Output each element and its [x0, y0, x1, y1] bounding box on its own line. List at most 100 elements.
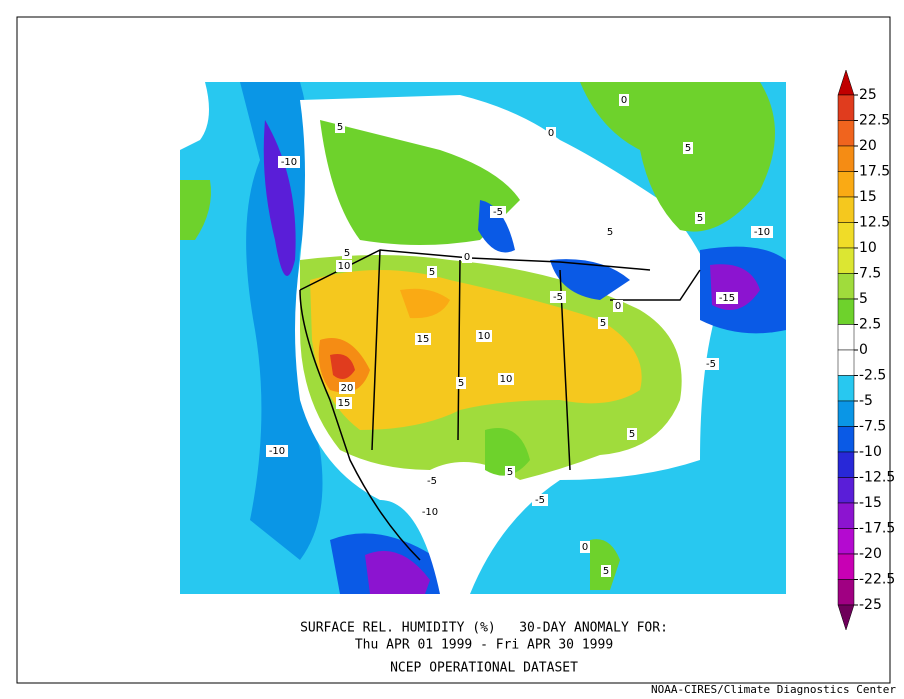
colorbar-label: -12.5	[859, 470, 895, 486]
contour-label: 0	[464, 252, 470, 263]
contour-label: -5	[553, 292, 563, 303]
contour-label-bg	[695, 212, 705, 224]
contour-label: 10	[500, 374, 513, 385]
region	[240, 82, 323, 560]
colorbar-label: 15	[859, 189, 877, 205]
colorbar-label: 0	[859, 342, 868, 358]
contour-label-bg	[335, 121, 345, 133]
contour-label: 5	[629, 429, 635, 440]
colorbar-band	[837, 349, 855, 376]
colorbar-band	[837, 222, 855, 249]
contour-label-bg	[462, 251, 472, 263]
contour-label-bg	[605, 226, 615, 238]
contour-label: 5	[507, 467, 513, 478]
colorbar-label: 2.5	[859, 317, 881, 333]
contour-label: -10	[281, 157, 297, 168]
colorbar-band	[837, 375, 855, 402]
contour-label: 20	[341, 383, 354, 394]
colorbar-band	[837, 477, 855, 504]
colorbar-label: -22.5	[859, 572, 895, 588]
contour-label-bg	[336, 260, 352, 272]
contour-label: 5	[603, 566, 609, 577]
contour-label: 5	[344, 248, 350, 259]
contour-label-bg	[580, 541, 590, 553]
contour-label-bg	[613, 300, 623, 312]
contour-label: 0	[582, 542, 588, 553]
contour-label-bg	[683, 142, 693, 154]
contour-label: -5	[535, 495, 545, 506]
contour-label-bg	[550, 291, 566, 303]
contour-label-bg	[336, 397, 352, 409]
contour-label: -5	[493, 207, 503, 218]
contour-label-bg	[456, 377, 466, 389]
colorbar-label: 25	[859, 87, 877, 103]
colorbar-band	[837, 553, 855, 580]
colorbar-band	[837, 579, 855, 606]
colorbar-band	[837, 400, 855, 427]
region	[580, 82, 775, 232]
colorbar-band	[837, 426, 855, 453]
contour-label-bg	[490, 206, 506, 218]
colorbar-band	[837, 502, 855, 529]
contour-label-bg	[278, 156, 300, 168]
contour-label-bg	[266, 445, 288, 457]
contour-label-bg	[627, 428, 637, 440]
region	[180, 180, 211, 240]
colorbar-band	[837, 247, 855, 274]
region	[320, 120, 520, 245]
colorbar-label: 7.5	[859, 266, 881, 282]
colorbar-band	[837, 273, 855, 300]
colorbar-band	[837, 145, 855, 172]
contour-label: 10	[338, 261, 351, 272]
colorbar-label: -7.5	[859, 419, 886, 435]
region	[330, 354, 355, 379]
frame	[16, 16, 891, 684]
contour-label-bg	[498, 373, 514, 385]
colorbar-band	[837, 120, 855, 147]
contour-label: -10	[422, 507, 438, 518]
region	[550, 259, 630, 300]
colorbar-label: 5	[859, 291, 868, 307]
colorbar-end	[837, 604, 855, 631]
contour-label-bg	[751, 226, 773, 238]
colorbar-label: 10	[859, 240, 877, 256]
colorbar-label: -25	[859, 597, 882, 613]
contour-label: -10	[269, 446, 285, 457]
colorbar-label: 20	[859, 138, 877, 154]
contour-label-bg	[598, 317, 608, 329]
contour-label-bg	[476, 330, 492, 342]
colorbar-label: -2.5	[859, 368, 886, 384]
region	[263, 120, 296, 276]
contour-label: 5	[429, 267, 435, 278]
colorbar-band	[837, 171, 855, 198]
colorbar-label: -15	[859, 495, 882, 511]
contour-label: 5	[600, 318, 606, 329]
colorbar-label: -17.5	[859, 521, 895, 537]
contour-label: 0	[621, 95, 627, 106]
colorbar-band	[837, 196, 855, 223]
subtitle: Thu APR 01 1999 - Fri APR 30 1999	[355, 638, 613, 653]
region	[180, 82, 209, 150]
contour-label-bg	[716, 292, 738, 304]
contour-label-bg	[505, 466, 515, 478]
colorbar-end	[837, 69, 855, 96]
region	[590, 539, 620, 590]
contour-label: 15	[338, 398, 351, 409]
contour-label: 5	[337, 122, 343, 133]
contour-label-bg	[532, 494, 548, 506]
dataset: NCEP OPERATIONAL DATASET	[390, 661, 578, 676]
colorbar-label: 22.5	[859, 113, 890, 129]
contour-label: -5	[706, 359, 716, 370]
contour-label: 5	[685, 143, 691, 154]
contour-label-bg	[427, 266, 437, 278]
region	[485, 428, 530, 476]
contour-label-bg	[339, 382, 355, 394]
colorbar-band	[837, 298, 855, 325]
colorbar-label: 17.5	[859, 164, 890, 180]
contour-label: 5	[458, 378, 464, 389]
contour-label: 0	[615, 301, 621, 312]
contour-label: 10	[478, 331, 491, 342]
title: SURFACE REL. HUMIDITY (%) 30-DAY ANOMALY…	[300, 621, 668, 636]
